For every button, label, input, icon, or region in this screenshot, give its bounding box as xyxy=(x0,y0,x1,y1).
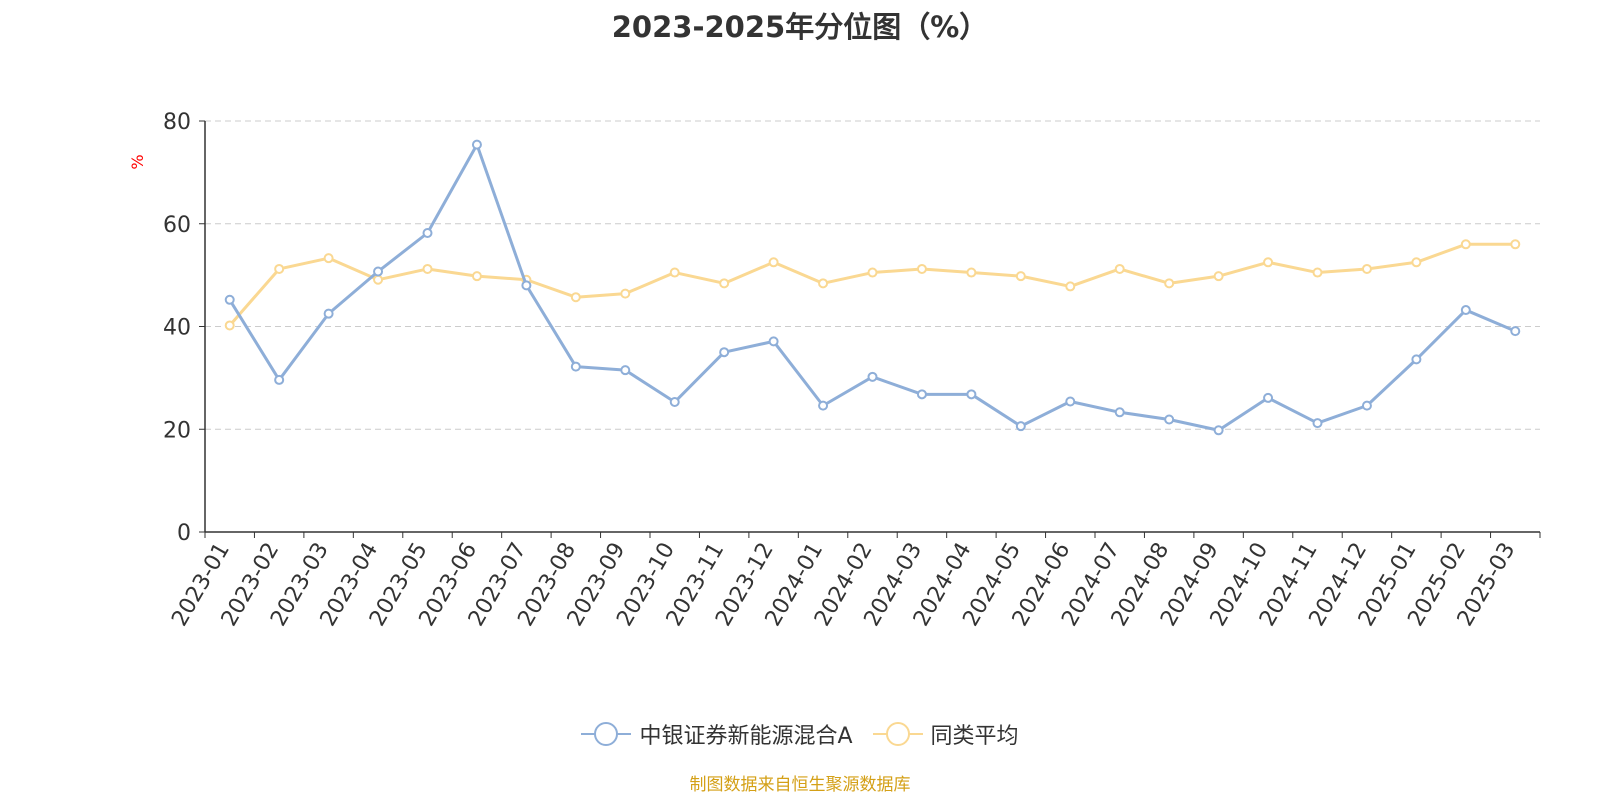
data-point-a xyxy=(1164,414,1175,425)
data-point-a xyxy=(422,227,433,238)
chart-title: 2023-2025年分位图（%） xyxy=(611,10,989,44)
data-point-a xyxy=(916,389,927,400)
data-point-a xyxy=(224,294,235,305)
y-tick-label: 0 xyxy=(177,521,191,546)
data-point-b xyxy=(1114,263,1125,274)
data-point-b xyxy=(768,257,779,268)
data-point-b xyxy=(1015,271,1026,282)
data-point-a xyxy=(1460,305,1471,316)
data-point-b xyxy=(1065,281,1076,292)
legend-swatch-series-b xyxy=(872,721,923,747)
data-point-a xyxy=(274,374,285,385)
data-point-a xyxy=(768,336,779,347)
source-note: 制图数据来自恒生聚源数据库 xyxy=(689,775,911,795)
data-point-b xyxy=(274,263,285,274)
data-point-b xyxy=(1213,271,1224,282)
data-point-b xyxy=(719,278,730,289)
series-line-b xyxy=(228,242,1516,327)
data-point-b xyxy=(818,278,829,289)
data-point-a xyxy=(620,365,631,376)
data-point-a xyxy=(867,371,878,382)
legend-label-series-a: 中银证券新能源混合A xyxy=(639,724,853,749)
data-point-b xyxy=(966,267,977,278)
data-point-b xyxy=(1164,278,1175,289)
data-point-b xyxy=(1510,239,1521,250)
data-point-b xyxy=(373,274,384,285)
data-point-a xyxy=(521,280,532,291)
data-point-a xyxy=(1015,421,1026,432)
data-point-b xyxy=(669,267,680,278)
legend-label-series-b: 同类平均 xyxy=(930,724,1019,749)
legend-item-series-a[interactable]: 中银证券新能源混合A xyxy=(581,718,853,750)
data-point-b xyxy=(471,271,482,282)
data-point-a xyxy=(1312,418,1323,429)
data-point-b xyxy=(323,253,334,264)
data-point-b xyxy=(224,320,235,331)
data-point-a xyxy=(966,389,977,400)
y-axis-unit: % xyxy=(128,154,147,169)
data-point-b xyxy=(1460,239,1471,250)
data-point-a xyxy=(373,266,384,277)
y-tick-label: 40 xyxy=(163,316,191,341)
data-point-b xyxy=(867,267,878,278)
data-point-b xyxy=(620,288,631,299)
data-point-a xyxy=(1510,326,1521,337)
series-line-a xyxy=(228,143,1516,432)
y-tick-label: 20 xyxy=(163,418,191,443)
legend: 中银证券新能源混合A 同类平均 xyxy=(0,718,1600,750)
data-point-a xyxy=(471,139,482,150)
data-point-a xyxy=(669,397,680,408)
data-point-b xyxy=(422,263,433,274)
data-point-a xyxy=(570,361,581,372)
data-point-b xyxy=(1263,257,1274,268)
data-point-b xyxy=(1411,257,1422,268)
data-point-b xyxy=(1312,267,1323,278)
data-point-b xyxy=(916,263,927,274)
data-point-a xyxy=(1213,425,1224,436)
data-point-a xyxy=(1065,396,1076,407)
data-point-a xyxy=(323,308,334,319)
data-point-a xyxy=(818,400,829,411)
legend-item-series-b[interactable]: 同类平均 xyxy=(872,718,1019,750)
data-point-b xyxy=(570,292,581,303)
data-point-a xyxy=(1361,400,1372,411)
data-point-a xyxy=(1263,392,1274,403)
y-tick-label: 60 xyxy=(163,213,191,238)
y-tick-label: 80 xyxy=(163,110,191,135)
legend-swatch-series-a xyxy=(581,721,632,747)
data-point-a xyxy=(1411,354,1422,365)
data-point-a xyxy=(719,347,730,358)
data-point-a xyxy=(1114,407,1125,418)
data-point-b xyxy=(1361,263,1372,274)
